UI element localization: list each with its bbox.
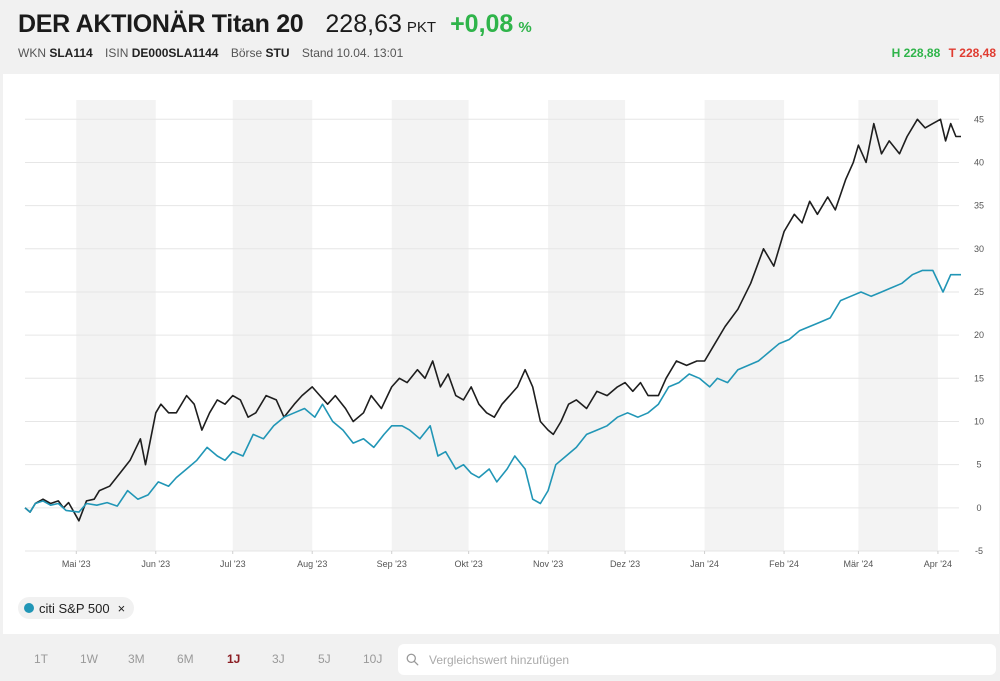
x-tick-label: Apr '24 — [924, 559, 952, 569]
price-chart[interactable]: -5 0 5 10 15 20 25 30 35 40 45 Mai '23 Jun '23 Jul '2… — [3, 74, 999, 584]
range-1j[interactable]: 1J — [227, 652, 241, 666]
y-tick-label: 20 — [974, 330, 984, 340]
stand-timestamp: Stand 10.04. 13:01 — [301, 46, 404, 60]
search-icon — [406, 653, 419, 666]
index-series-line — [24, 118, 961, 522]
y-tick-label: 45 — [974, 114, 984, 124]
last-price: 228,63 — [325, 10, 402, 38]
x-tick-label: Feb '24 — [769, 559, 799, 569]
y-tick-label: 5 — [976, 460, 981, 470]
price-change: +0,08 — [450, 10, 514, 38]
range-6m[interactable]: 6M — [177, 652, 194, 666]
chart-card: -5 0 5 10 15 20 25 30 35 40 45 Mai '23 Jun '23 Jul '2… — [3, 74, 999, 634]
remove-compare-button[interactable]: × — [117, 600, 126, 616]
month-band — [232, 100, 313, 551]
quote-header: DER AKTIONÄR Titan 20 228,63 PKT +0,08 %… — [0, 0, 1000, 74]
range-3m[interactable]: 3M — [128, 652, 145, 666]
y-tick-label: 35 — [974, 201, 984, 211]
range-10j[interactable]: 10J — [363, 652, 383, 666]
isin-value: DE000SLA1144 — [131, 46, 219, 60]
compare-search[interactable] — [398, 644, 996, 675]
day-low: T 228,48 — [948, 46, 996, 60]
y-tick-label: -5 — [975, 546, 983, 556]
y-tick-label: 40 — [974, 157, 984, 167]
exchange-label: Börse — [230, 46, 263, 60]
x-tick-label: Jun '23 — [141, 559, 170, 569]
month-band — [391, 100, 469, 551]
meta-row: WKN SLA114 ISIN DE000SLA1144 Börse STU S… — [18, 46, 403, 60]
x-tick-label: Dez '23 — [610, 559, 640, 569]
month-band — [548, 100, 626, 551]
y-tick-label: 25 — [974, 287, 984, 297]
x-tick-label: Okt '23 — [455, 559, 483, 569]
compare-series-line — [24, 269, 961, 513]
range-1w[interactable]: 1W — [80, 652, 98, 666]
x-tick-label: Nov '23 — [533, 559, 563, 569]
series-color-dot — [24, 603, 34, 613]
day-high: H 228,88 — [891, 46, 941, 60]
range-5j[interactable]: 5J — [318, 652, 331, 666]
y-tick-label: 10 — [974, 416, 984, 426]
compare-search-input[interactable] — [427, 651, 971, 668]
range-1t[interactable]: 1T — [34, 652, 49, 666]
x-tick-label: Jul '23 — [220, 559, 246, 569]
x-tick-label: Aug '23 — [297, 559, 327, 569]
wkn-label: WKN — [18, 46, 46, 60]
month-band — [76, 100, 156, 551]
x-tick-label: Mär '24 — [844, 559, 874, 569]
x-tick-label: Mai '23 — [62, 559, 91, 569]
compare-chip[interactable]: citi S&P 500 × — [18, 597, 135, 619]
change-unit: % — [518, 19, 532, 36]
instrument-title: DER AKTIONÄR Titan 20 — [18, 10, 304, 38]
month-band — [704, 100, 785, 551]
price-unit: PKT — [406, 19, 437, 36]
isin-label: ISIN — [105, 46, 129, 60]
compare-chip-label: citi S&P 500 — [39, 600, 110, 616]
exchange-value: STU — [265, 46, 290, 60]
range-3j[interactable]: 3J — [272, 652, 285, 666]
month-band — [858, 100, 938, 551]
x-tick-label: Sep '23 — [377, 559, 407, 569]
high-low: H 228,88 T 228,48 — [892, 46, 996, 60]
wkn-value: SLA114 — [49, 46, 93, 60]
range-toolbar: 1T 1W 3M 6M 1J 3J 5J 10J — [0, 634, 1000, 681]
y-tick-label: 30 — [974, 244, 984, 254]
y-tick-label: 0 — [976, 503, 981, 513]
title-row: DER AKTIONÄR Titan 20 228,63 PKT +0,08 % — [18, 10, 532, 39]
x-tick-label: Jan '24 — [690, 559, 719, 569]
y-tick-label: 15 — [974, 373, 984, 383]
